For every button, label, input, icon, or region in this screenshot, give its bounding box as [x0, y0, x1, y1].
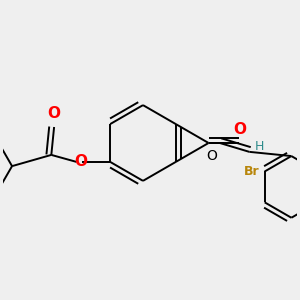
Text: H: H	[255, 140, 264, 153]
Text: O: O	[233, 122, 246, 137]
Text: O: O	[206, 148, 217, 163]
Text: O: O	[74, 154, 87, 169]
Text: O: O	[48, 106, 61, 122]
Text: Br: Br	[243, 165, 259, 178]
